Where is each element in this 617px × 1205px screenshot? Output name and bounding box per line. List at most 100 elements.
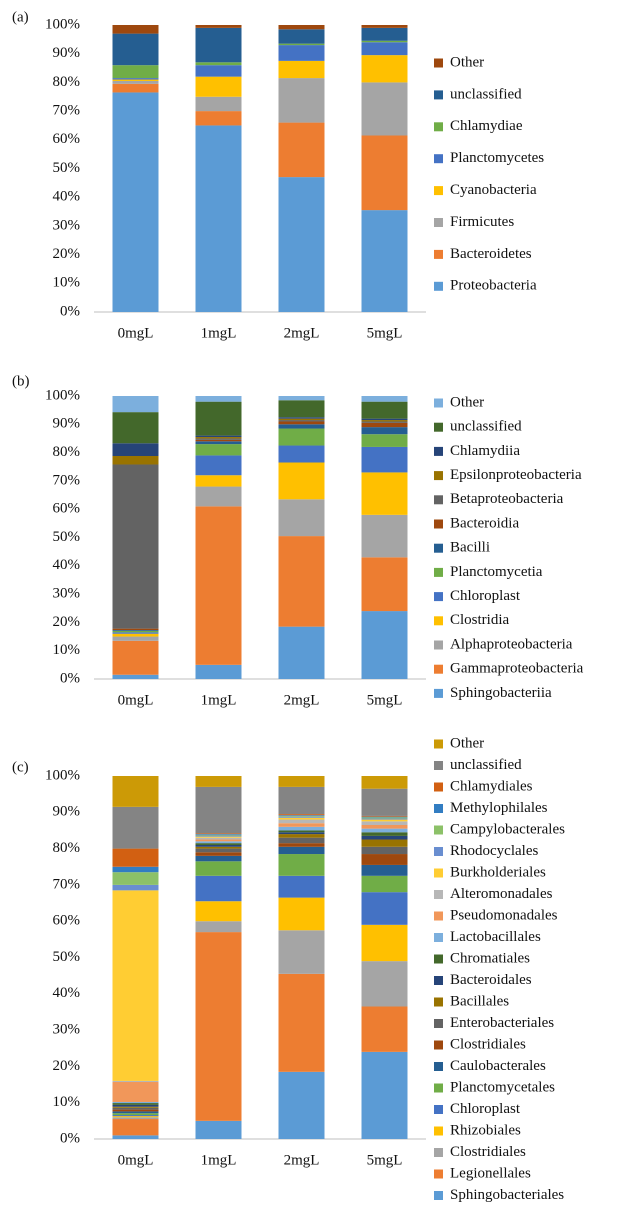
bar-segment: [195, 834, 242, 836]
legend-label: Pseudomonadales: [450, 907, 558, 923]
bar-segment: [361, 854, 408, 865]
y-tick-label: 70%: [53, 472, 81, 488]
bar-segment: [361, 864, 408, 876]
legend-swatch: [434, 281, 443, 291]
legend-swatch: [434, 1126, 443, 1136]
bar-segment: [112, 1111, 159, 1114]
x-tick-label: 1mgL: [201, 692, 237, 708]
bar-segment: [361, 832, 408, 836]
bar-segment: [112, 630, 159, 631]
legend-label: Burkholderiales: [450, 864, 546, 880]
bar-segment: [361, 821, 408, 826]
bar-segment: [195, 444, 242, 456]
bar-segment: [112, 1115, 159, 1117]
bar-segment: [278, 428, 325, 446]
y-tick-label: 90%: [53, 804, 81, 820]
bar-segment: [195, 836, 242, 838]
bar-segment: [361, 1051, 408, 1139]
legend-swatch: [434, 782, 443, 792]
x-tick-label: 2mgL: [284, 692, 320, 708]
legend-label: Betaproteobacteria: [450, 491, 564, 507]
bar-segment: [361, 421, 408, 423]
y-tick-label: 60%: [53, 913, 81, 929]
bar-segment: [112, 848, 159, 867]
legend-swatch: [434, 890, 443, 899]
legend-label: Planctomycetia: [450, 564, 543, 580]
bar-segment: [112, 884, 159, 891]
bar-segment: [195, 396, 242, 402]
y-tick-label: 20%: [53, 246, 81, 262]
bar-segment: [278, 462, 325, 500]
bar-segment: [195, 921, 242, 933]
legend-label: Chloroplast: [450, 1101, 521, 1117]
legend-swatch: [434, 1169, 443, 1179]
bar-segment: [195, 62, 242, 66]
y-tick-label: 20%: [53, 614, 81, 630]
legend-label: Enterobacteriales: [450, 1015, 554, 1031]
y-tick-label: 40%: [53, 985, 81, 1001]
bar-segment: [278, 830, 325, 833]
bar-segment: [278, 45, 325, 61]
bar-segment: [361, 446, 408, 473]
bar-segment: [361, 422, 408, 428]
bar-segment: [112, 92, 159, 312]
legend-swatch: [434, 664, 443, 674]
legend-swatch: [434, 804, 443, 813]
bar-segment: [195, 932, 242, 1121]
legend-label: Alphaproteobacteria: [450, 636, 573, 652]
bar-segment: [278, 973, 325, 1072]
bar-segment: [361, 420, 408, 422]
legend-label: Other: [450, 394, 484, 410]
y-tick-label: 10%: [53, 1094, 81, 1110]
bar-segment: [112, 872, 159, 885]
bar-segment: [112, 1080, 159, 1083]
bar-segment: [278, 536, 325, 627]
bar-segment: [278, 854, 325, 876]
bar-segment: [195, 852, 242, 856]
bar-segment: [361, 835, 408, 840]
bar-segment: [112, 443, 159, 456]
bar-segment: [278, 837, 325, 844]
legend-swatch: [434, 592, 443, 602]
legend-label: Clostridiales: [450, 1036, 526, 1052]
bar-segment: [361, 961, 408, 1007]
x-tick-label: 1mgL: [201, 325, 237, 341]
legend-label: Chlamydiae: [450, 118, 523, 134]
legend-label: Clostridia: [450, 612, 510, 628]
bar-segment: [112, 630, 159, 633]
legend-swatch: [434, 640, 443, 650]
legend-swatch: [434, 398, 443, 408]
bar-segment: [361, 819, 408, 822]
x-tick-label: 5mgL: [367, 325, 403, 341]
bar-segment: [278, 823, 325, 827]
bar-segment: [112, 455, 159, 465]
bar-segment: [278, 400, 325, 418]
bar-segment: [278, 78, 325, 123]
bar-segment: [195, 833, 242, 835]
y-tick-label: 60%: [53, 501, 81, 517]
y-tick-label: 100%: [45, 16, 80, 32]
y-tick-label: 80%: [53, 840, 81, 856]
bar-segment: [278, 43, 325, 46]
bar-segment: [278, 29, 325, 44]
legend-swatch: [434, 218, 443, 227]
bar-segment: [361, 815, 408, 817]
bar-segment: [195, 455, 242, 476]
legend-label: Bacillales: [450, 993, 509, 1009]
legend-label: Rhizobiales: [450, 1122, 521, 1138]
bar-segment: [195, 839, 242, 842]
bar-segment: [112, 396, 159, 413]
legend-label: Gammaproteobacteria: [450, 661, 584, 677]
bar-segment: [361, 396, 408, 402]
bar-segment: [278, 177, 325, 312]
bar-segment: [361, 27, 408, 41]
bar-segment: [112, 1119, 159, 1136]
bar-segment: [195, 776, 242, 787]
legend-swatch: [434, 954, 443, 964]
legend-swatch: [434, 1191, 443, 1200]
y-tick-label: 0%: [60, 303, 80, 319]
bar-segment: [195, 664, 242, 679]
y-tick-label: 10%: [53, 642, 81, 658]
bar-segment: [278, 834, 325, 838]
bar-segment: [361, 135, 408, 211]
